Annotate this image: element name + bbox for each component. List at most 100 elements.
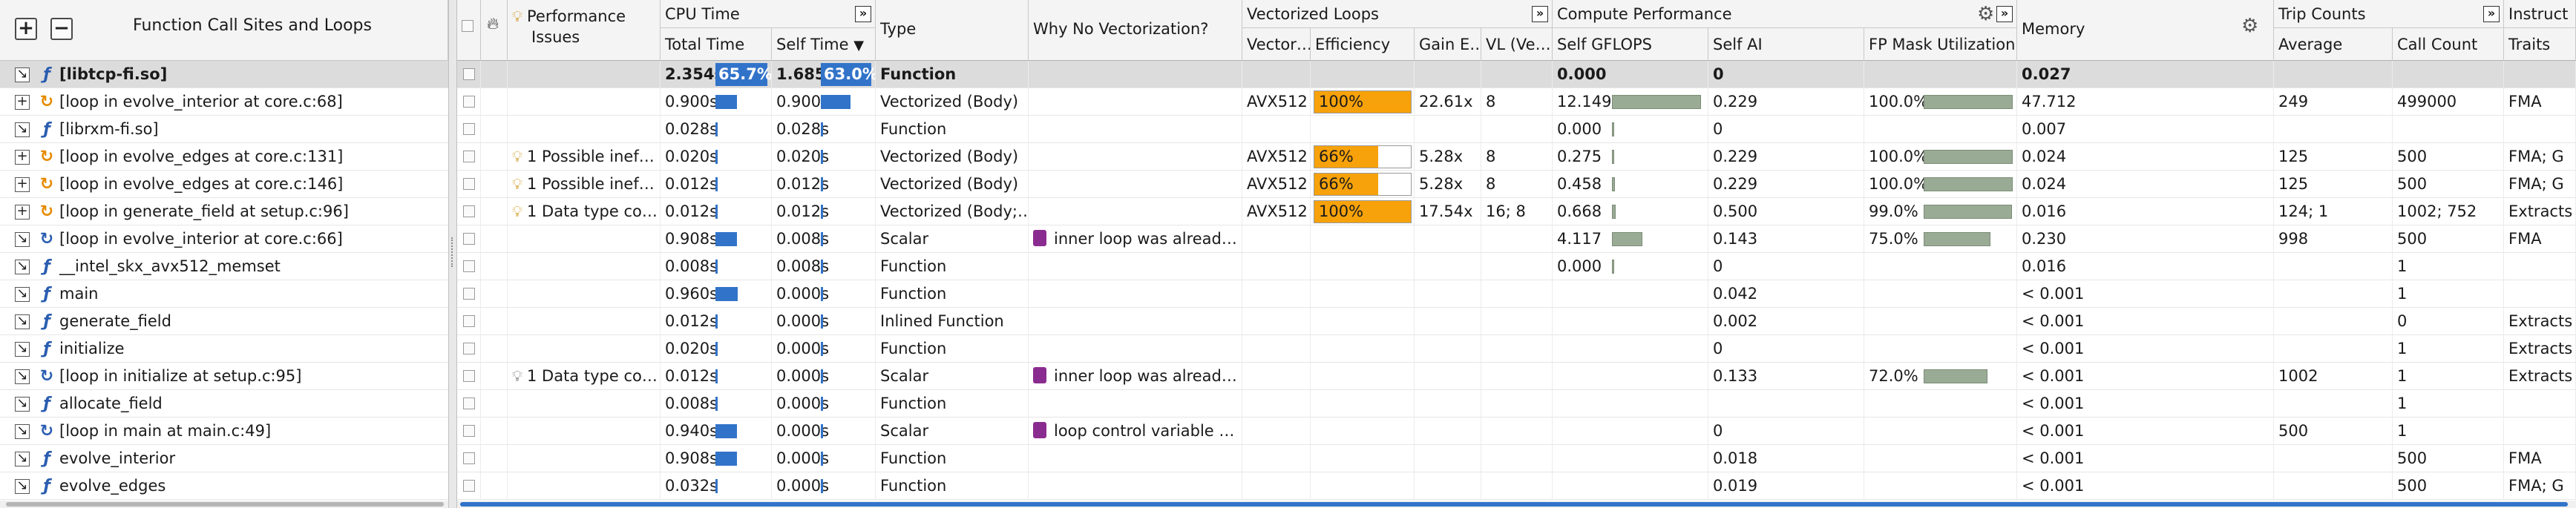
row-checkbox[interactable]: [463, 398, 475, 409]
expand-row-icon[interactable]: +: [15, 205, 30, 220]
flame-cell: [481, 225, 508, 253]
row-checkbox[interactable]: [463, 96, 475, 108]
row-checkbox[interactable]: [463, 425, 475, 437]
tree-row[interactable]: ↘ ƒ allocate_field: [0, 390, 448, 418]
expand-compute-performance-button[interactable]: »: [1996, 6, 2013, 22]
navigate-source-icon[interactable]: ↘: [15, 369, 30, 384]
tree-row[interactable]: + ↻ [loop in evolve_edges at core.c:131]: [0, 143, 448, 171]
tree-row[interactable]: ↘ ƒ evolve_edges: [0, 472, 448, 500]
vector-length-column-header[interactable]: VL (Ve…: [1481, 28, 1553, 61]
average-column-header[interactable]: Average: [2274, 28, 2393, 61]
why-no-vectorization-text[interactable]: loop control variable …: [1054, 422, 1235, 440]
tree-horizontal-scrollbar[interactable]: [0, 501, 448, 508]
self-time-bar: [821, 205, 823, 219]
efficiency-column-header[interactable]: Efficiency: [1311, 28, 1415, 61]
performance-issues-column-header[interactable]: 💡︎ Performance Issues: [508, 0, 661, 61]
tree-row[interactable]: ↘ ↻ [loop in main at main.c:49]: [0, 418, 448, 445]
memory-column-header[interactable]: Memory ⚙: [2017, 0, 2274, 61]
tree-column-title[interactable]: Function Call Sites and Loops: [133, 16, 372, 35]
row-checkbox[interactable]: [463, 178, 475, 190]
expand-vectorized-loops-button[interactable]: »: [1532, 6, 1548, 22]
gain-estimate-column-header[interactable]: Gain E…: [1415, 28, 1481, 61]
row-checkbox[interactable]: [463, 315, 475, 327]
pane-splitter[interactable]: [448, 0, 457, 508]
call-count-column-header[interactable]: Call Count: [2393, 28, 2504, 61]
row-checkbox[interactable]: [463, 68, 475, 80]
row-checkbox[interactable]: [463, 370, 475, 382]
navigate-source-icon[interactable]: ↘: [15, 314, 30, 329]
row-checkbox[interactable]: [463, 205, 475, 217]
tree-row[interactable]: ↘ ↻ [loop in evolve_interior at core.c:66]: [0, 225, 448, 253]
navigate-source-icon[interactable]: ↘: [15, 122, 30, 137]
self-time-value: 0.012s: [776, 202, 830, 220]
row-checkbox[interactable]: [463, 288, 475, 300]
row-checkbox[interactable]: [463, 233, 475, 245]
tree-row[interactable]: + ↻ [loop in generate_field at setup.c:96]: [0, 198, 448, 225]
row-checkbox[interactable]: [463, 260, 475, 272]
splitter-grip-icon[interactable]: [451, 237, 454, 267]
navigate-source-icon[interactable]: ↘: [15, 397, 30, 412]
row-checkbox[interactable]: [463, 480, 475, 492]
row-checkbox[interactable]: [463, 452, 475, 464]
tree-row[interactable]: + ↻ [loop in evolve_edges at core.c:146]: [0, 171, 448, 198]
expand-all-button[interactable]: +: [15, 18, 37, 40]
expand-row-icon[interactable]: +: [15, 150, 30, 165]
fp-mask-utilization-column-header[interactable]: FP Mask Utilization: [1864, 28, 2017, 61]
tree-row[interactable]: ↘ ƒ generate_field: [0, 308, 448, 335]
performance-issue-text[interactable]: 1 Data type co…: [527, 367, 658, 385]
navigate-source-icon[interactable]: ↘: [15, 424, 30, 439]
select-all-checkbox[interactable]: [462, 20, 473, 32]
why-no-vectorization-column-header[interactable]: Why No Vectorization?: [1029, 0, 1242, 61]
why-no-vectorization-text[interactable]: inner loop was alread…: [1054, 230, 1237, 248]
navigate-source-icon[interactable]: ↘: [15, 232, 30, 247]
tree-row[interactable]: ↘ ƒ [librxm-fi.so]: [0, 116, 448, 143]
self-gflops-column-header[interactable]: Self GFLOPS: [1553, 28, 1708, 61]
navigate-source-icon[interactable]: ↘: [15, 342, 30, 357]
navigate-source-icon[interactable]: ↘: [15, 260, 30, 274]
row-checkbox[interactable]: [463, 343, 475, 354]
tree-row[interactable]: ↘ ƒ evolve_interior: [0, 445, 448, 472]
memory-gear-icon[interactable]: ⚙: [2241, 15, 2259, 37]
row-checkbox[interactable]: [463, 151, 475, 162]
expand-row-icon[interactable]: +: [15, 95, 30, 110]
vector-isa-column-header[interactable]: Vector…: [1242, 28, 1311, 61]
tree-row[interactable]: ↘ ƒ [libtcp-fi.so]: [0, 61, 448, 88]
type-cell: Vectorized (Body): [876, 88, 1029, 116]
lightbulb-icon[interactable]: 💡︎: [512, 175, 522, 193]
performance-issue-text[interactable]: 1 Possible inef…: [527, 175, 655, 193]
row-checkbox[interactable]: [463, 123, 475, 135]
self-time-column-header[interactable]: Self Time ▼: [772, 28, 876, 61]
gear-icon[interactable]: ⚙: [1977, 3, 1995, 25]
expand-row-icon[interactable]: +: [15, 177, 30, 192]
performance-issue-text[interactable]: 1 Data type co…: [527, 202, 658, 220]
vl-cell: [1481, 472, 1553, 500]
lightbulb-icon[interactable]: 💡︎: [512, 148, 522, 165]
navigate-source-icon[interactable]: ↘: [15, 67, 30, 82]
tree-row[interactable]: ↘ ↻ [loop in initialize at setup.c:95]: [0, 363, 448, 390]
total-time-column-header[interactable]: Total Time: [661, 28, 772, 61]
traits-column-header[interactable]: Traits: [2504, 28, 2576, 61]
navigate-source-icon[interactable]: ↘: [15, 452, 30, 466]
compiler-diagnostic-icon[interactable]: [1033, 230, 1046, 246]
compiler-diagnostic-icon[interactable]: [1033, 422, 1046, 438]
self-ai-column-header[interactable]: Self AI: [1708, 28, 1864, 61]
gflops-cell: [1553, 445, 1708, 472]
expand-trip-counts-button[interactable]: »: [2483, 6, 2500, 22]
scrollbar-thumb[interactable]: [6, 502, 444, 507]
tree-row[interactable]: ↘ ƒ initialize: [0, 335, 448, 363]
why-no-vectorization-text[interactable]: inner loop was alread…: [1054, 367, 1237, 385]
lightbulb-icon[interactable]: 💡︎: [512, 367, 522, 385]
expand-cpu-time-button[interactable]: »: [855, 6, 871, 22]
compiler-diagnostic-icon[interactable]: [1033, 367, 1046, 383]
lightbulb-icon[interactable]: 💡︎: [512, 202, 522, 220]
navigate-source-icon[interactable]: ↘: [15, 479, 30, 494]
grid-scrollbar-thumb[interactable]: [460, 502, 2568, 507]
type-column-header[interactable]: Type: [876, 0, 1029, 61]
tree-row[interactable]: ↘ ƒ __intel_skx_avx512_memset: [0, 253, 448, 280]
navigate-source-icon[interactable]: ↘: [15, 287, 30, 302]
tree-row[interactable]: ↘ ƒ main: [0, 280, 448, 308]
performance-issue-text[interactable]: 1 Possible inef…: [527, 148, 655, 165]
grid-horizontal-scrollbar[interactable]: [457, 501, 2576, 508]
collapse-all-button[interactable]: −: [50, 18, 73, 40]
tree-row[interactable]: + ↻ [loop in evolve_interior at core.c:68]: [0, 88, 448, 116]
